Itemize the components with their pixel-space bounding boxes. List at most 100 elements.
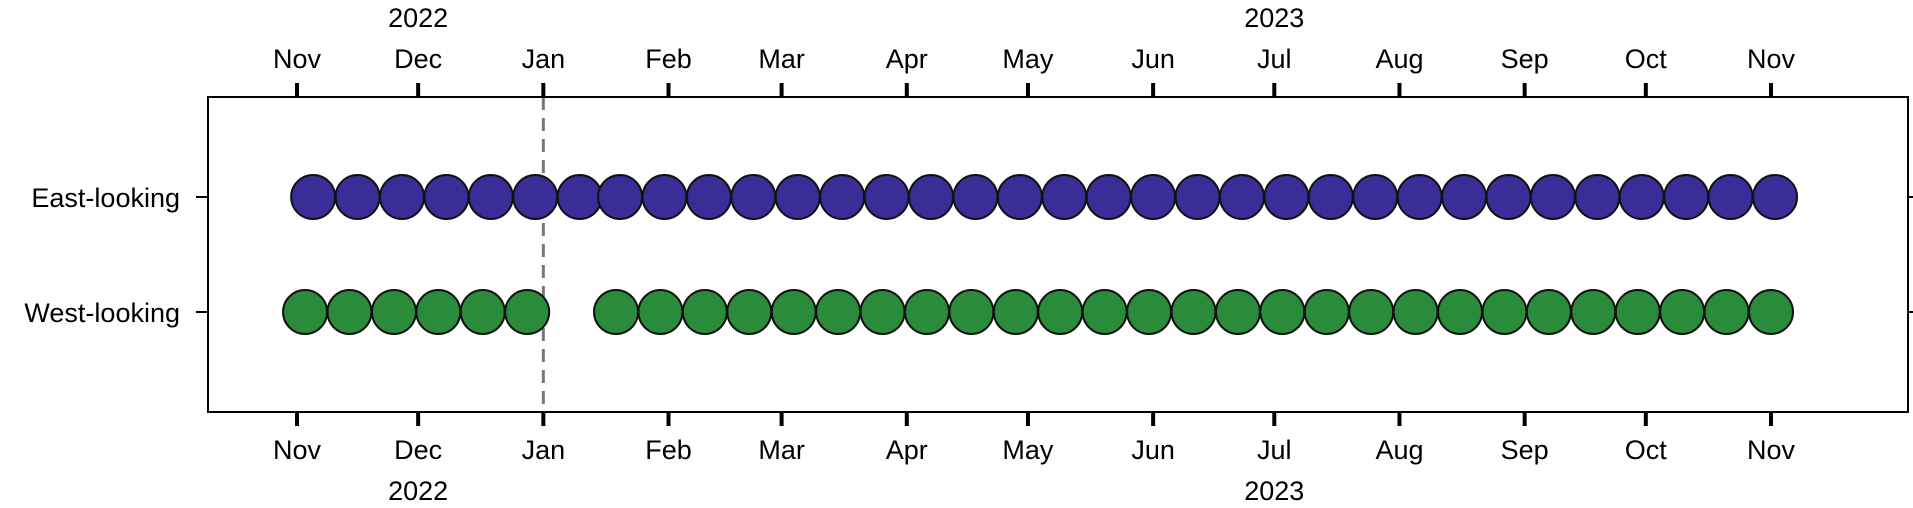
point-west-5 <box>504 289 551 335</box>
point-west-28 <box>1570 289 1617 335</box>
point-east-8 <box>641 174 688 220</box>
x-tick-label-top-11: Oct <box>1625 44 1668 74</box>
point-west-13 <box>903 289 950 335</box>
point-west-0 <box>282 289 329 335</box>
x-tick-label-bottom-7: Jun <box>1131 435 1175 465</box>
point-east-19 <box>1130 174 1177 220</box>
point-east-22 <box>1263 174 1310 220</box>
x-tick-label-top-10: Sep <box>1501 44 1549 74</box>
x-tick-label-top-1: Dec <box>394 44 442 74</box>
point-west-23 <box>1348 289 1395 335</box>
point-east-32 <box>1707 174 1754 220</box>
year-label-bottom-1: 2023 <box>1244 476 1304 506</box>
point-east-1 <box>334 174 381 220</box>
point-west-6 <box>593 289 640 335</box>
point-east-27 <box>1485 174 1532 220</box>
point-west-17 <box>1081 289 1128 335</box>
point-east-4 <box>467 174 514 220</box>
points-layer <box>282 174 1799 335</box>
point-east-30 <box>1618 174 1665 220</box>
point-west-11 <box>815 289 862 335</box>
label-layer: Nov Nov Dec Dec Jan Jan Feb Feb Mar Mar Apr Apr May M… <box>24 3 1795 506</box>
x-tick-label-bottom-6: May <box>1002 435 1054 465</box>
point-west-20 <box>1214 289 1261 335</box>
point-east-6 <box>556 174 603 220</box>
point-east-10 <box>730 174 777 220</box>
year-label-top-1: 2023 <box>1244 3 1304 33</box>
x-tick-label-top-3: Feb <box>645 44 692 74</box>
point-east-9 <box>685 174 732 220</box>
x-tick-label-top-6: May <box>1002 44 1054 74</box>
x-tick-label-top-7: Jun <box>1131 44 1175 74</box>
point-west-3 <box>415 289 462 335</box>
point-west-14 <box>948 289 995 335</box>
point-west-1 <box>326 289 373 335</box>
point-west-31 <box>1703 289 1750 335</box>
x-tick-label-bottom-5: Apr <box>886 435 928 465</box>
x-tick-label-bottom-12: Nov <box>1747 435 1796 465</box>
point-east-0 <box>290 174 337 220</box>
x-tick-label-top-5: Apr <box>886 44 928 74</box>
x-tick-label-top-2: Jan <box>522 44 566 74</box>
point-east-28 <box>1529 174 1576 220</box>
point-west-29 <box>1614 289 1661 335</box>
point-west-22 <box>1303 289 1350 335</box>
point-east-24 <box>1352 174 1399 220</box>
x-tick-label-bottom-4: Mar <box>758 435 805 465</box>
y-category-label-1: West-looking <box>24 298 180 328</box>
point-west-15 <box>992 289 1039 335</box>
x-tick-label-bottom-9: Aug <box>1375 435 1423 465</box>
year-label-bottom-0: 2022 <box>388 476 448 506</box>
point-east-16 <box>996 174 1043 220</box>
point-east-23 <box>1307 174 1354 220</box>
x-tick-label-bottom-8: Jul <box>1257 435 1292 465</box>
point-east-33 <box>1752 174 1799 220</box>
point-east-18 <box>1085 174 1132 220</box>
point-west-24 <box>1392 289 1439 335</box>
point-west-10 <box>770 289 817 335</box>
point-west-26 <box>1481 289 1528 335</box>
point-east-29 <box>1574 174 1621 220</box>
point-west-27 <box>1525 289 1572 335</box>
x-tick-label-top-8: Jul <box>1257 44 1292 74</box>
point-west-8 <box>681 289 728 335</box>
x-tick-label-top-9: Aug <box>1375 44 1423 74</box>
x-tick-label-bottom-3: Feb <box>645 435 692 465</box>
plot-frame <box>207 96 1909 413</box>
point-west-25 <box>1437 289 1484 335</box>
point-west-4 <box>459 289 506 335</box>
point-east-21 <box>1218 174 1265 220</box>
point-east-5 <box>512 174 559 220</box>
point-west-9 <box>726 289 773 335</box>
point-east-2 <box>378 174 425 220</box>
point-east-25 <box>1396 174 1443 220</box>
point-west-30 <box>1659 289 1706 335</box>
point-east-14 <box>908 174 955 220</box>
point-east-17 <box>1041 174 1088 220</box>
point-east-7 <box>597 174 644 220</box>
x-tick-label-bottom-2: Jan <box>522 435 566 465</box>
x-tick-label-bottom-10: Sep <box>1501 435 1549 465</box>
point-west-21 <box>1259 289 1306 335</box>
point-west-12 <box>859 289 906 335</box>
year-label-top-0: 2022 <box>388 3 448 33</box>
tick-layer <box>196 83 1913 426</box>
x-tick-label-bottom-0: Nov <box>273 435 322 465</box>
y-category-label-0: East-looking <box>31 183 180 213</box>
point-west-16 <box>1037 289 1084 335</box>
x-tick-label-top-12: Nov <box>1747 44 1796 74</box>
point-east-31 <box>1663 174 1710 220</box>
point-east-15 <box>952 174 999 220</box>
point-west-2 <box>370 289 417 335</box>
x-tick-label-bottom-11: Oct <box>1625 435 1668 465</box>
point-east-11 <box>774 174 821 220</box>
point-west-7 <box>637 289 684 335</box>
point-east-20 <box>1174 174 1221 220</box>
point-east-13 <box>863 174 910 220</box>
x-tick-label-top-0: Nov <box>273 44 322 74</box>
x-tick-label-bottom-1: Dec <box>394 435 442 465</box>
point-east-3 <box>423 174 470 220</box>
x-tick-label-top-4: Mar <box>758 44 805 74</box>
